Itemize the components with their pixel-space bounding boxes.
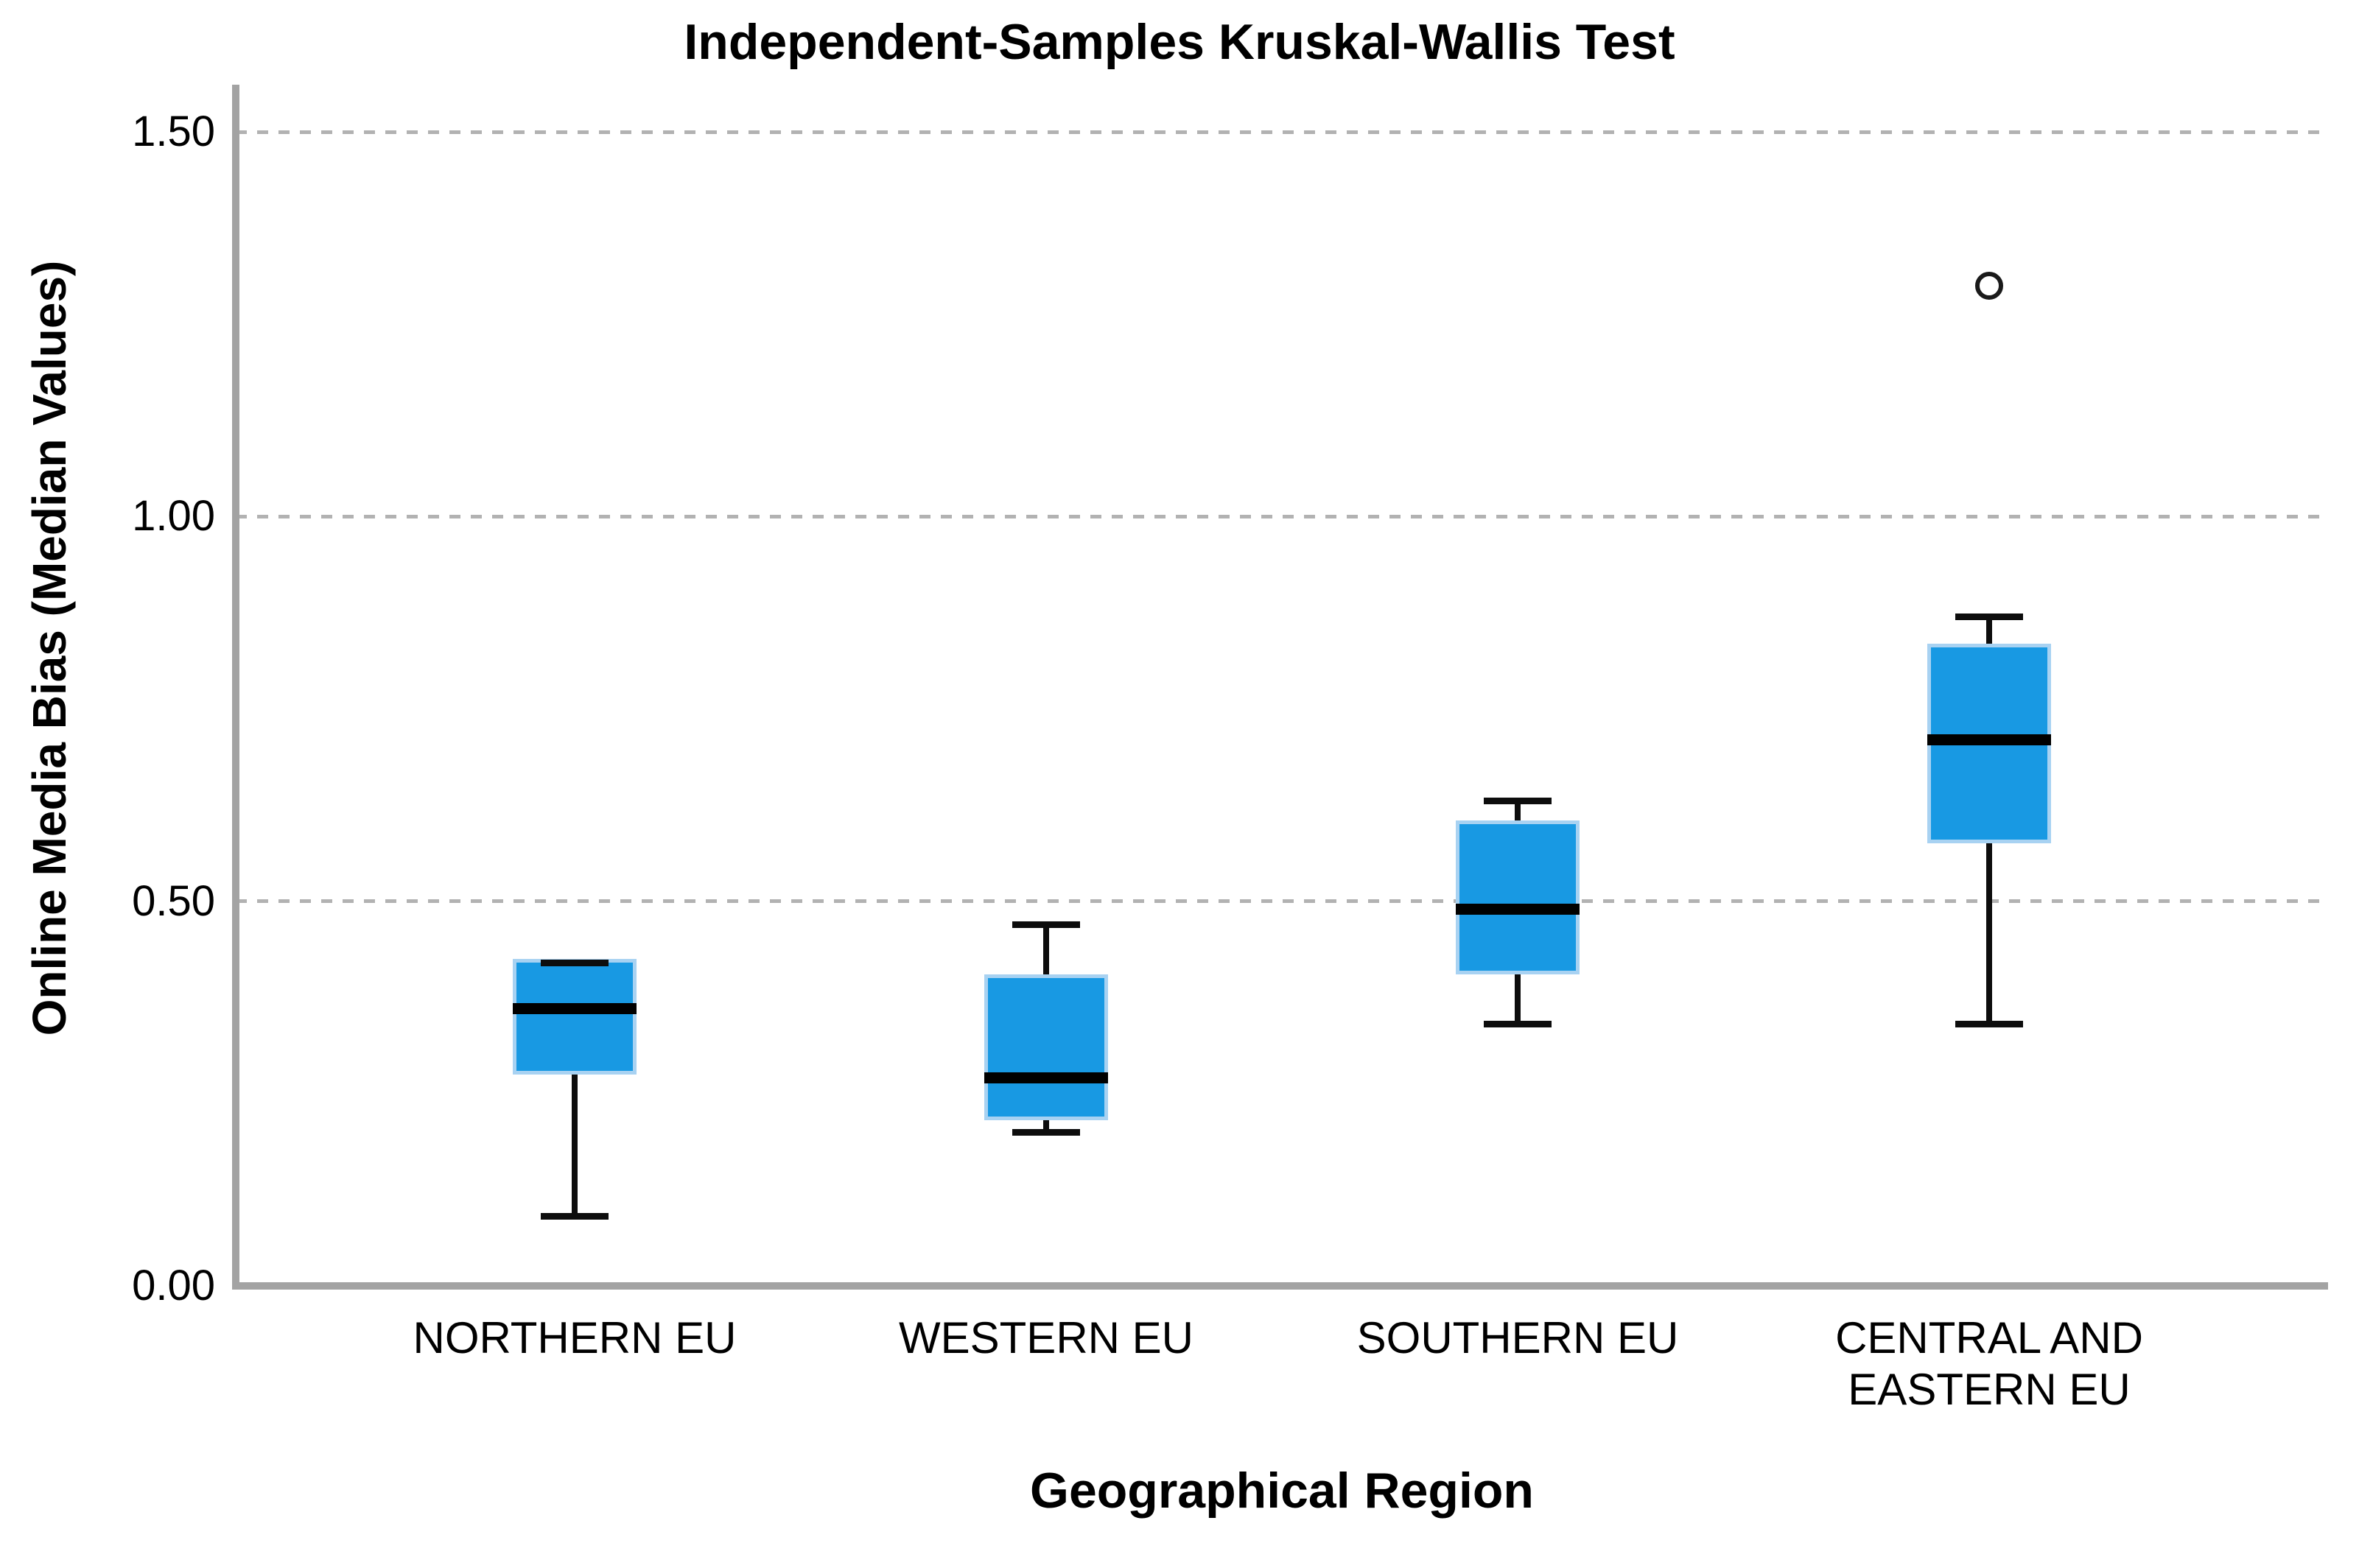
- category-label: NORTHERN EU: [413, 1313, 737, 1363]
- lower-whisker-cap: [1955, 1021, 2023, 1028]
- box-iqr: [513, 959, 637, 1075]
- upper-whisker-stem: [1515, 801, 1521, 825]
- median-line: [1927, 734, 2051, 745]
- upper-whisker-stem: [1043, 924, 1049, 979]
- category-label: CENTRAL AND EASTERN EU: [1835, 1313, 2143, 1414]
- box-iqr: [1456, 820, 1580, 974]
- y-tick-label: 0.00: [132, 1262, 215, 1309]
- outlier-point: [1975, 272, 2003, 300]
- chart-title: Independent-Samples Kruskal-Wallis Test: [684, 14, 1675, 70]
- median-line: [1456, 903, 1580, 915]
- upper-whisker-cap: [1955, 613, 2023, 620]
- y-axis-line: [232, 85, 239, 1290]
- median-line: [513, 1003, 637, 1015]
- lower-whisker-cap: [1012, 1128, 1080, 1136]
- y-tick-label: 0.50: [132, 876, 215, 925]
- median-line: [984, 1072, 1108, 1084]
- upper-whisker-cap: [541, 959, 609, 966]
- lower-whisker-cap: [1484, 1021, 1552, 1028]
- y-tick-label: 1.50: [132, 108, 215, 156]
- upper-whisker-cap: [1484, 798, 1552, 805]
- x-axis-line: [232, 1282, 2328, 1290]
- lower-whisker-cap: [541, 1213, 609, 1220]
- y-gridline: [236, 514, 2326, 518]
- y-gridline: [236, 130, 2326, 134]
- box-iqr: [984, 974, 1108, 1121]
- x-axis-title: Geographical Region: [1030, 1463, 1534, 1519]
- y-gridline: [236, 899, 2326, 904]
- lower-whisker-stem: [572, 1070, 578, 1217]
- y-tick-label: 1.00: [132, 492, 215, 541]
- category-label: SOUTHERN EU: [1356, 1313, 1679, 1363]
- lower-whisker-stem: [1986, 840, 1992, 1024]
- lower-whisker-stem: [1043, 1117, 1049, 1133]
- upper-whisker-cap: [1012, 921, 1080, 928]
- category-label: WESTERN EU: [898, 1313, 1194, 1363]
- lower-whisker-stem: [1515, 970, 1521, 1024]
- upper-whisker-stem: [1986, 616, 1992, 647]
